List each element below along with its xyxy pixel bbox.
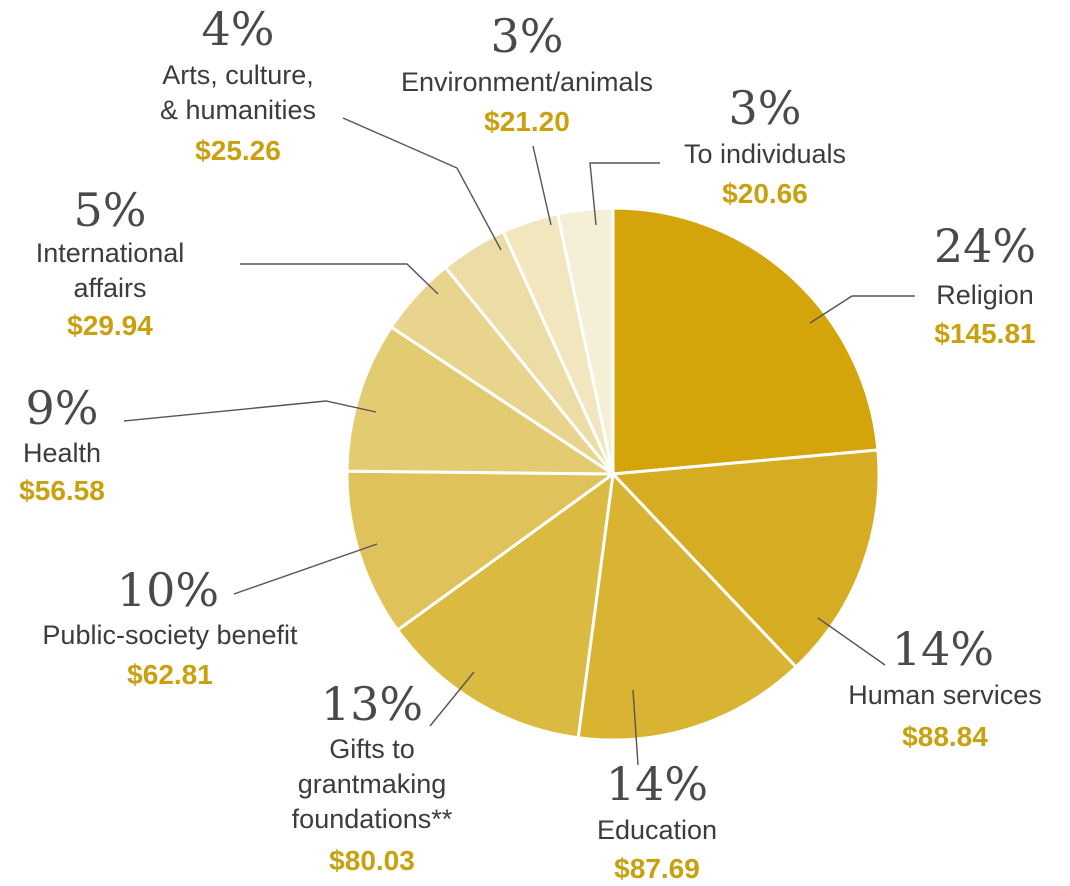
amount-label-public-society-benefit: $62.81 [127,659,213,690]
leader-line-human-services [817,617,886,666]
leader-line-arts-culture-humanities [342,117,502,251]
slice-gifts-to-grantmaking-foundations [395,470,615,740]
percent-label-religion: 24% [934,219,1036,273]
category-label-line: foundations** [292,804,453,834]
leader-line-to-individuals [589,162,660,226]
category-label-line: Health [23,438,101,468]
amount-label-environment-animals: $21.20 [484,106,570,137]
amount-label-religion: $145.81 [934,318,1035,349]
amount-label-human-services: $88.84 [902,721,988,752]
pie-slices [345,206,881,742]
category-label-line: International [36,238,185,268]
category-label-line: Environment/animals [401,67,653,97]
amount-label-health: $56.58 [19,475,105,506]
category-label-arts-culture-humanities: Arts, culture, & humanities [160,60,316,125]
percent-label-to-individuals: 3% [729,81,802,135]
category-label-line: Public-society benefit [42,620,298,650]
percent-label-arts-culture-humanities: 4% [202,2,275,56]
category-label-line: Education [597,815,717,845]
category-label-to-individuals: To individuals [684,139,846,169]
amount-label-international-affairs: $29.94 [67,310,153,341]
category-label-line: Religion [936,280,1034,310]
leader-line-gifts-to-grantmaking-foundations [429,671,475,727]
slice-health [345,324,619,476]
amount-label-to-individuals: $20.66 [722,178,808,209]
category-label-environment-animals: Environment/animals [401,67,653,97]
category-label-line: & humanities [160,95,316,125]
category-label-line: affairs [73,273,146,303]
leader-lines [123,117,915,766]
slice-labels: 24% Religion $145.81 14% Human services $88.8… [19,2,1042,884]
slice-religion [611,206,880,476]
slice-public-society-benefit [345,469,618,633]
leader-line-education [632,689,639,766]
percent-label-environment-animals: 3% [491,9,564,63]
percent-label-human-services: 14% [892,622,994,676]
percent-label-international-affairs: 5% [74,183,147,237]
leader-line-religion [809,295,915,324]
percent-label-gifts-to-grantmaking-foundations: 13% [321,677,423,731]
percent-label-public-society-benefit: 10% [117,563,219,617]
category-label-religion: Religion [936,280,1034,310]
category-label-international-affairs: International affairs [36,238,185,303]
percent-label-health: 9% [26,381,99,435]
slice-human-services [609,448,881,670]
percent-label-education: 14% [606,757,708,811]
amount-label-arts-culture-humanities: $25.26 [195,135,281,166]
category-label-line: Gifts to [329,734,415,764]
category-label-line: Human services [848,680,1042,710]
amount-label-education: $87.69 [614,853,700,884]
leader-line-international-affairs [240,263,439,295]
leader-line-environment-animals [532,145,552,226]
leader-line-health [123,400,377,422]
category-label-health: Health [23,438,101,468]
category-label-human-services: Human services [848,680,1042,710]
category-label-line: grantmaking [298,769,447,799]
category-label-line: To individuals [684,139,846,169]
slice-to-individuals [555,206,615,475]
category-label-line: Arts, culture, [162,60,314,90]
leader-line-public-society-benefit [233,543,378,595]
category-label-gifts-to-grantmaking-foundations: Gifts to grantmaking foundations** [292,734,453,834]
category-label-public-society-benefit: Public-society benefit [42,620,298,650]
slice-education [576,470,799,742]
amount-label-gifts-to-grantmaking-foundations: $80.03 [329,845,415,876]
category-label-education: Education [597,815,717,845]
